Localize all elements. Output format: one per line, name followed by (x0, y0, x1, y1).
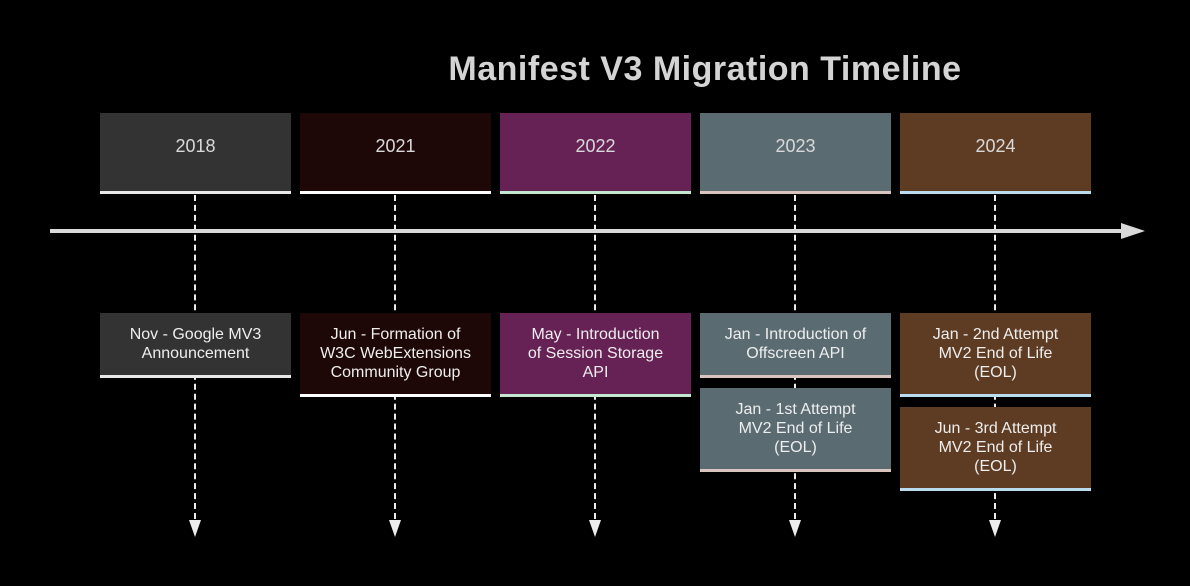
section-down-arrowhead-icon (189, 520, 201, 537)
event-box: Jan - Introduction of Offscreen API (700, 313, 891, 378)
section-year-box: 2018 (100, 113, 291, 194)
event-box: Jan - 1st Attempt MV2 End of Life (EOL) (700, 388, 891, 472)
timeline-axis-arrowhead-icon (1121, 223, 1145, 239)
event-label: Jan - Introduction of Offscreen API (724, 326, 867, 362)
event-label: Jun - 3rd Attempt MV2 End of Life (EOL) (934, 420, 1057, 475)
event-label: Nov - Google MV3 Announcement (129, 326, 262, 362)
section-year-box: 2021 (300, 113, 491, 194)
section-year-label: 2022 (575, 135, 616, 156)
section-event-list: Jan - Introduction of Offscreen API Jan -… (700, 313, 891, 482)
timeline-section-column: 2021 Jun - Formation of W3C WebExtension… (300, 0, 491, 586)
event-box: Nov - Google MV3 Announcement (100, 313, 291, 378)
section-down-arrowhead-icon (989, 520, 1001, 537)
event-box: Jan - 2nd Attempt MV2 End of Life (EOL) (900, 313, 1091, 397)
section-down-arrowhead-icon (389, 520, 401, 537)
timeline-section-column: 2023 Jan - Introduction of Offscreen API… (700, 0, 891, 586)
section-year-label: 2024 (975, 135, 1016, 156)
diagram-title: Manifest V3 Migration Timeline (448, 50, 962, 88)
section-event-list: Jan - 2nd Attempt MV2 End of Life (EOL) J… (900, 313, 1091, 501)
event-box: Jun - Formation of W3C WebExtensions Com… (300, 313, 491, 397)
section-year-label: 2018 (175, 135, 216, 156)
section-event-list: May - Introduction of Session Storage AP… (500, 313, 691, 407)
event-label: Jan - 1st Attempt MV2 End of Life (EOL) (735, 401, 856, 456)
section-year-label: 2021 (375, 135, 416, 156)
section-year-box: 2023 (700, 113, 891, 194)
section-down-arrowhead-icon (589, 520, 601, 537)
timeline-axis-line (50, 229, 1123, 233)
section-event-list: Jun - Formation of W3C WebExtensions Com… (300, 313, 491, 407)
event-box: Jun - 3rd Attempt MV2 End of Life (EOL) (900, 407, 1091, 491)
section-year-box: 2022 (500, 113, 691, 194)
section-year-label: 2023 (775, 135, 816, 156)
timeline-section-column: 2018 Nov - Google MV3 Announcement (100, 0, 291, 586)
event-label: Jun - Formation of W3C WebExtensions Com… (320, 326, 471, 381)
event-label: May - Introduction of Session Storage AP… (527, 326, 664, 381)
section-down-arrowhead-icon (789, 520, 801, 537)
event-box: May - Introduction of Session Storage AP… (500, 313, 691, 397)
timeline-section-column: 2022 May - Introduction of Session Stora… (500, 0, 691, 586)
event-label: Jan - 2nd Attempt MV2 End of Life (EOL) (932, 326, 1059, 381)
timeline-section-column: 2024 Jan - 2nd Attempt MV2 End of Life (… (900, 0, 1091, 586)
section-year-box: 2024 (900, 113, 1091, 194)
section-event-list: Nov - Google MV3 Announcement (100, 313, 291, 388)
